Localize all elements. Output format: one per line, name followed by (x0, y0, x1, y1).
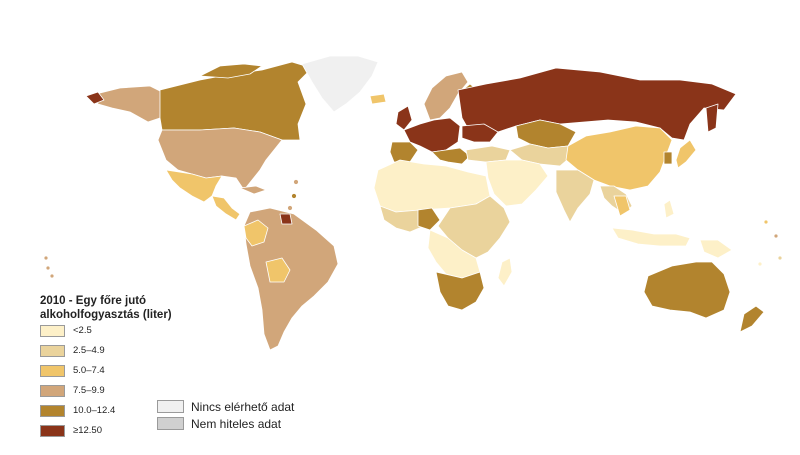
region-canada-islands (199, 63, 263, 79)
region-korea (663, 151, 673, 165)
legend-item: 5.0–7.4 (40, 364, 105, 377)
region-indonesia (611, 227, 691, 247)
legend-label: <2.5 (73, 325, 92, 336)
region-alaska-tip (85, 91, 105, 105)
legend-swatch (157, 417, 184, 430)
island-marker (49, 273, 55, 279)
island-marker (773, 233, 779, 239)
island-marker (763, 219, 769, 225)
legend-item: 7.5–9.9 (40, 384, 105, 397)
region-caribbean (239, 185, 267, 195)
region-usa (157, 127, 283, 191)
legend-item-unreliable: Nem hiteles adat (157, 416, 281, 431)
legend-item: 2.5–4.9 (40, 344, 105, 357)
region-new-guinea (699, 239, 733, 259)
region-iberia (389, 141, 419, 163)
region-madagascar (497, 257, 513, 287)
region-australia (643, 261, 731, 319)
legend-label: ≥12.50 (73, 425, 102, 436)
region-alaska (91, 85, 163, 123)
legend-swatch (40, 364, 65, 377)
region-east-africa (437, 195, 511, 259)
region-iceland (369, 93, 387, 105)
region-russia-east (705, 103, 719, 133)
region-philippines (663, 199, 675, 219)
legend-item: ≥12.50 (40, 424, 102, 437)
legend-label: 7.5–9.9 (73, 385, 105, 396)
legend-label: 10.0–12.4 (73, 405, 116, 416)
region-west-africa (379, 205, 425, 233)
region-new-zealand (739, 305, 765, 333)
region-nigeria (417, 207, 441, 231)
region-greenland (301, 55, 379, 113)
island-marker (45, 265, 51, 271)
legend-swatch (157, 400, 184, 413)
region-italy-balkans (431, 147, 471, 165)
region-colombia (243, 219, 269, 247)
island-marker (43, 255, 49, 261)
region-middle-east (485, 159, 549, 207)
legend-label: Nincs elérhető adat (191, 399, 295, 414)
legend-item: <2.5 (40, 324, 92, 337)
region-scandinavia (423, 71, 469, 121)
region-western-europe (403, 117, 461, 153)
region-russia (457, 67, 737, 141)
legend-swatch (40, 344, 65, 357)
legend-item-no-data: Nincs elérhető adat (157, 399, 294, 414)
region-central-america (211, 195, 241, 221)
legend-swatch (40, 424, 65, 437)
legend-item: 10.0–12.4 (40, 404, 115, 417)
island-marker (757, 261, 763, 267)
region-japan (675, 139, 697, 169)
legend-label: 5.0–7.4 (73, 365, 105, 376)
region-turkey (465, 145, 511, 163)
region-south-america (243, 207, 339, 351)
legend-swatch (40, 384, 65, 397)
region-guyana (279, 213, 293, 225)
legend-title: 2010 - Egy főre jutó alkoholfogyasztás (… (40, 295, 172, 321)
region-bolivia (265, 257, 291, 283)
region-kazakhstan (515, 119, 577, 149)
legend-label: 2.5–4.9 (73, 345, 105, 356)
region-uk-ireland (395, 105, 413, 131)
region-ukraine (461, 123, 499, 143)
island-marker (291, 193, 297, 199)
legend-swatch (40, 404, 65, 417)
island-marker (293, 179, 299, 185)
region-india (555, 169, 595, 223)
island-marker (777, 255, 783, 261)
region-thailand (613, 195, 631, 217)
legend-label: Nem hiteles adat (191, 416, 282, 431)
region-southern-africa (435, 271, 485, 311)
island-marker (287, 205, 293, 211)
legend-swatch (40, 324, 65, 337)
